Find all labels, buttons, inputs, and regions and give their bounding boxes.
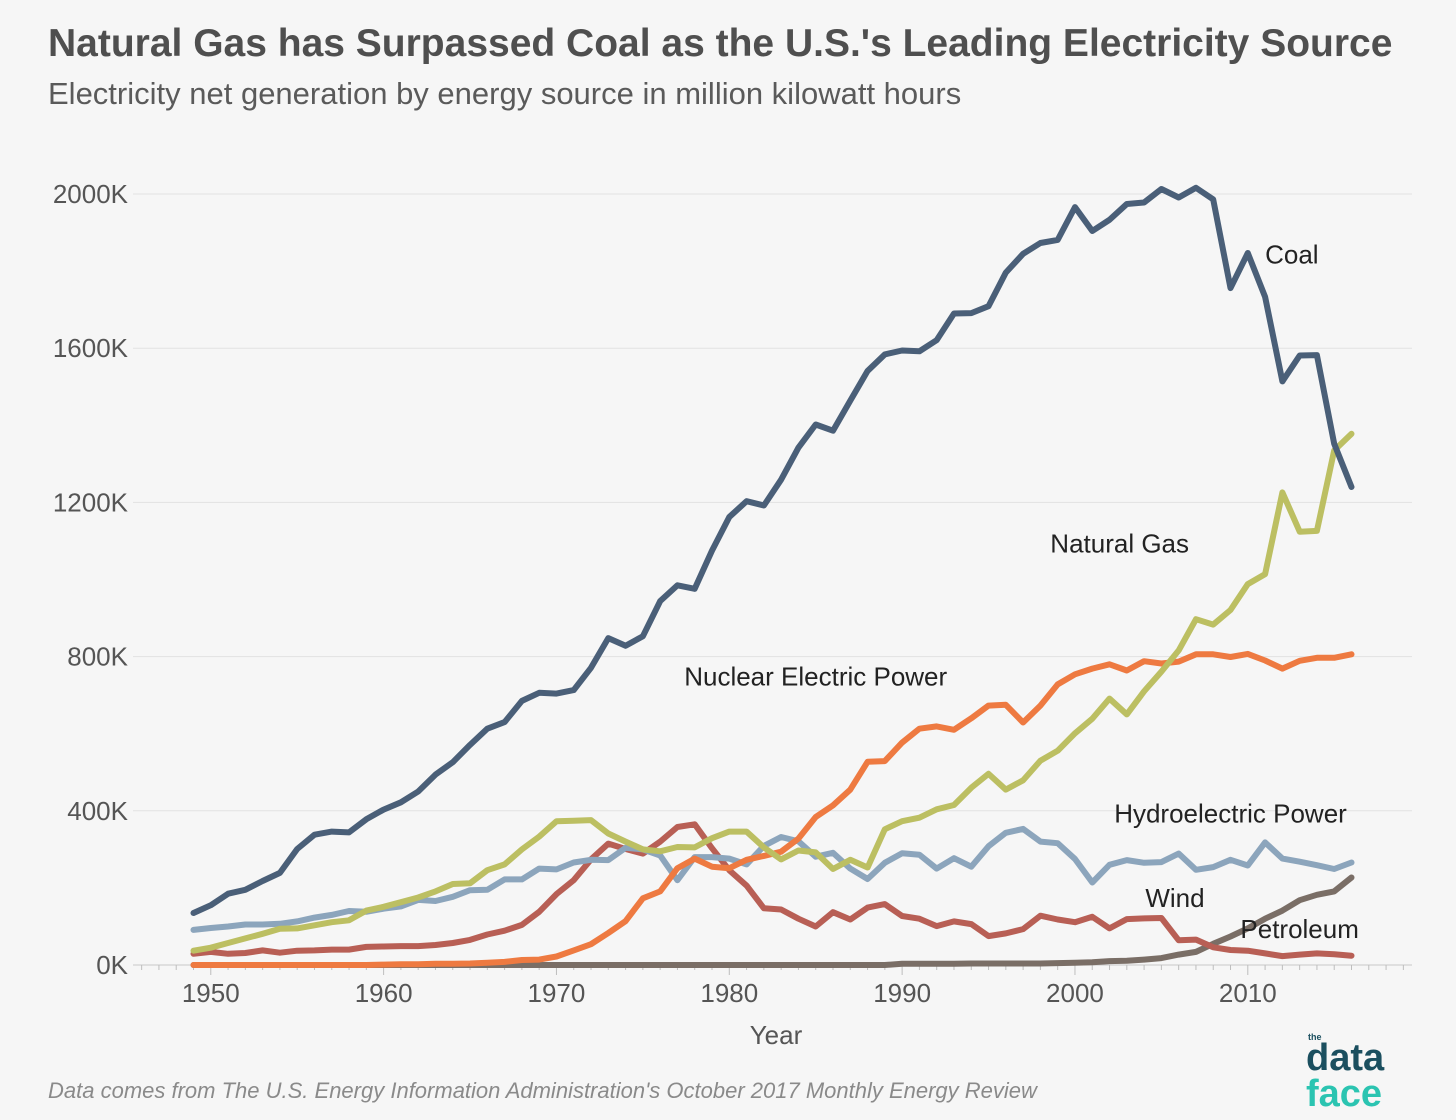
series-line-natural-gas	[190, 430, 1355, 954]
y-tick-label: 0K	[96, 950, 128, 980]
series-label-natural-gas: Natural Gas	[1050, 529, 1189, 559]
source-note: Data comes from The U.S. Energy Informat…	[48, 1078, 1037, 1103]
x-tick-label: 2010	[1219, 978, 1277, 1008]
axes: Year 0K 400K 800K 1200K 1600K 2000K 1950 1960 19…	[53, 179, 1412, 1050]
series-label-petroleum: Petroleum	[1240, 914, 1359, 944]
series-line-coal	[190, 184, 1355, 916]
x-tick-label: 1990	[873, 978, 931, 1008]
x-tick-label: 1970	[528, 978, 586, 1008]
series-labels: Coal Natural Gas Nuclear Electric Power Hyd…	[684, 239, 1359, 944]
y-tick-label: 2000K	[53, 179, 129, 209]
series-line-petroleum	[190, 821, 1355, 960]
svg-text:face: face	[1306, 1073, 1382, 1108]
gridlines	[133, 193, 1412, 812]
svg-text:data: data	[1306, 1037, 1385, 1079]
line-chart: Year 0K 400K 800K 1200K 1600K 2000K 1950 1960 19…	[53, 179, 1412, 1050]
x-tick-label: 1960	[355, 978, 413, 1008]
y-tick-label: 1600K	[53, 333, 129, 363]
x-tick-label: 1950	[182, 978, 240, 1008]
y-tick-label: 400K	[67, 796, 128, 826]
series-lines	[190, 184, 1355, 968]
the-data-face-logo: the data face	[1306, 1032, 1385, 1108]
x-tick-label: 2000	[1046, 978, 1104, 1008]
y-tick-label: 800K	[67, 642, 128, 672]
x-tick-label: 1980	[700, 978, 758, 1008]
series-label-nuclear-electric-power: Nuclear Electric Power	[684, 662, 947, 692]
series-label-hydroelectric-power: Hydroelectric Power	[1114, 798, 1347, 828]
series-label-coal: Coal	[1265, 239, 1318, 269]
series-line-hydroelectric-power	[190, 825, 1355, 933]
chart-title: Natural Gas has Surpassed Coal as the U.…	[48, 22, 1393, 65]
chart-subtitle: Electricity net generation by energy sou…	[48, 76, 962, 111]
series-label-wind: Wind	[1145, 883, 1204, 913]
y-tick-label: 1200K	[53, 487, 129, 517]
svg-text:the: the	[1308, 1032, 1322, 1042]
x-axis-title: Year	[750, 1020, 803, 1050]
